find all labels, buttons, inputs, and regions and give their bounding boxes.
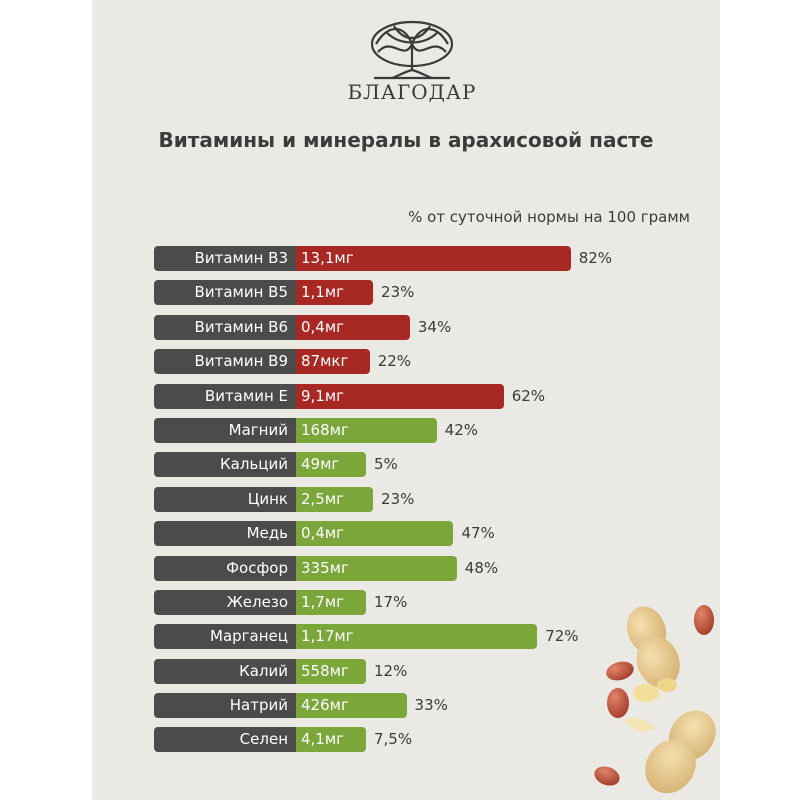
category-label: Витамин B5 [154, 280, 296, 306]
bar: 2,5мг [296, 486, 374, 512]
category-label: Витамин B6 [154, 314, 296, 340]
category-label: Фосфор [154, 555, 296, 581]
chart-title: Витамины и минералы в арахисовой пасте [158, 128, 654, 152]
chart-subtitle: % от суточной нормы на 100 грамм [408, 208, 690, 226]
category-label: Витамин B9 [154, 349, 296, 375]
infographic-card: БЛАГОДАР Витамины и минералы в арахисово… [92, 0, 720, 800]
percent-label: 72% [545, 627, 579, 646]
bar: 87мкг [296, 349, 370, 375]
bar: 0,4мг [296, 314, 410, 340]
bar: 13,1мг [296, 246, 571, 271]
bar: 1,17мг [296, 624, 538, 650]
category-label: Натрий [154, 693, 296, 719]
percent-label: 12% [374, 661, 408, 680]
percent-label: 42% [444, 420, 479, 439]
percent-label: 47% [461, 524, 495, 543]
percent-label: 33% [414, 696, 448, 715]
bar: 335мг [296, 555, 457, 581]
bar: 426мг [296, 693, 407, 719]
percent-label: 22% [377, 352, 412, 371]
bar: 1,7мг [296, 589, 366, 615]
category-label: Магний [154, 417, 296, 443]
bar: 49мг [296, 452, 366, 478]
brand-logo: БЛАГОДАР [342, 18, 482, 104]
percent-label: 48% [464, 558, 499, 577]
percent-label: 23% [381, 489, 415, 508]
percent-label: 5% [374, 455, 398, 474]
brand-name: БЛАГОДАР [347, 80, 477, 104]
category-label: Медь [154, 521, 296, 547]
percent-label: 82% [578, 249, 613, 267]
bar: 0,4мг [296, 521, 454, 547]
category-label: Витамин E [154, 383, 296, 409]
percent-label: 7,5% [374, 730, 413, 749]
bar: 1,1мг [296, 280, 374, 306]
percent-label: 62% [511, 386, 546, 405]
category-label: Калий [154, 658, 296, 684]
category-label: Кальций [154, 452, 296, 478]
bar: 9,1мг [296, 383, 504, 409]
percent-label: 34% [417, 317, 452, 336]
bar: 168мг [296, 417, 437, 443]
category-label: Цинк [154, 486, 296, 512]
peanuts-image [594, 605, 716, 794]
percent-label: 23% [381, 283, 415, 302]
category-label: Селен [154, 727, 296, 753]
tree-icon [370, 20, 454, 80]
category-label: Марганец [154, 624, 296, 650]
bar: 558мг [296, 658, 366, 684]
bar: 4,1мг [296, 727, 366, 753]
percent-label: 17% [374, 592, 408, 611]
category-label: Железо [154, 589, 296, 615]
category-label: Витамин B3 [154, 246, 296, 271]
